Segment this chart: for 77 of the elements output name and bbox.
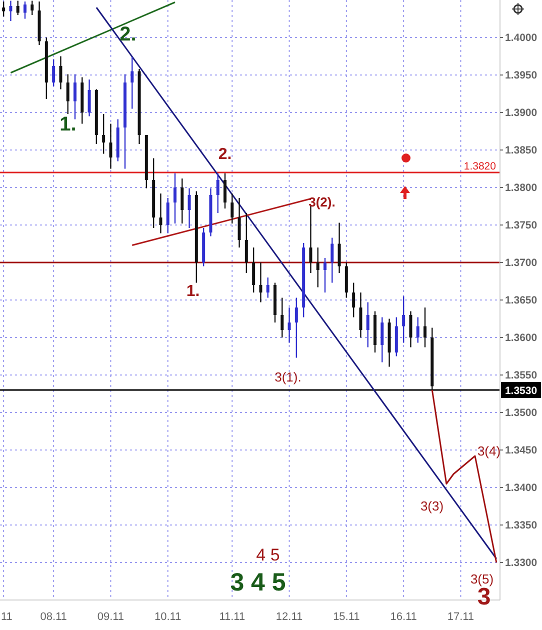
candlestick [409,310,412,348]
x-tick-label: 16.11 [390,611,417,623]
y-tick-label: 1.3650 [505,294,538,307]
annotation: 3(1). [274,369,302,384]
y-tick-label: 1.3800 [505,182,538,194]
candlestick [366,302,370,348]
candlestick [316,246,320,288]
ref-line-label: 1.3820 [464,160,496,172]
candlestick [109,123,112,170]
candlestick [424,306,426,348]
y-tick-label: 1.3350 [505,520,538,532]
x-tick-label: 08.11 [40,611,67,623]
y-tick-label: 1.3600 [505,332,538,344]
candlestick [9,0,12,22]
candlestick [380,316,384,363]
y-tick-label: 1.3300 [505,557,538,570]
candlestick [74,74,76,120]
annotation: 1. [60,113,76,136]
x-tick-label: 11 [1,611,12,623]
candlestick [102,113,106,154]
x-tick-label: 10.11 [154,611,182,623]
candlestick [188,188,191,229]
annotation: 1. [186,283,200,300]
annotation: 3 4 5 [230,568,286,597]
y-tick-label: 1.3450 [505,444,538,457]
candlestick [352,282,356,318]
candlestick [24,0,26,20]
candlestick [2,0,6,18]
x-tick-label: 17.11 [447,611,474,623]
y-tick-label: 1.3700 [505,257,538,270]
y-tick-label: 1.3850 [505,144,538,157]
candlestick [324,257,326,294]
x-tick-label: 11.11 [219,611,246,623]
y-tick-label: 1.3900 [505,107,538,120]
y-tick-label: 1.3550 [505,370,538,382]
y-tick-label: 1.3400 [505,482,538,494]
candlestick [266,276,270,298]
annotation: 4 5 [256,545,280,564]
ref-line-label: 1.3530 [504,385,538,397]
y-tick-label: 1.3750 [505,220,538,232]
candlestick [359,292,362,338]
candlestick [30,0,34,16]
candlestick [16,0,20,16]
candlestick [224,172,226,210]
candlestick [159,192,162,234]
candlestick [66,74,70,115]
candlestick [294,297,298,358]
candlestick [280,297,284,338]
candlestick [244,212,248,274]
annotation: 3(4) [477,443,501,458]
x-tick-label: 15.11 [333,611,360,623]
candlestick [338,222,341,274]
candlestick [88,78,91,117]
y-tick-label: 1.4000 [505,32,538,44]
candlestick [238,197,241,248]
annotation: 3(2). [308,194,336,210]
candlestick [288,306,291,344]
candlestick [402,296,406,344]
candlestick [330,237,334,284]
x-tick-label: 09.11 [97,611,124,623]
candlestick [216,172,220,214]
candlestick [252,246,256,294]
candlestick [130,56,134,110]
candlestick [52,58,56,87]
candlestick [174,172,176,224]
candlestick [230,192,234,224]
candlestick [259,262,262,303]
y-tick-label: 1.3950 [505,70,538,82]
annotation: 2. [120,23,136,46]
candlestick [166,197,170,234]
candlestick [59,56,62,90]
candlestick [180,178,184,224]
x-tick-label: 12.11 [276,611,303,623]
annotation: 3(3) [420,498,444,514]
y-tick-label: 1.3500 [505,407,538,420]
annotation: 2. [218,146,232,164]
candlestick [416,316,420,344]
